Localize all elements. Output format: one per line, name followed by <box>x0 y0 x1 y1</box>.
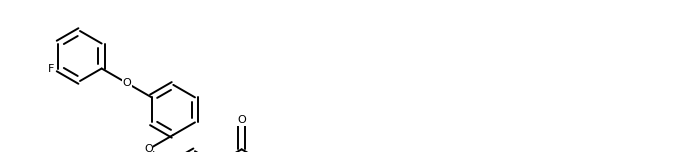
Text: F: F <box>48 64 54 74</box>
Text: O: O <box>144 144 153 152</box>
Text: O: O <box>122 78 131 88</box>
Text: O: O <box>237 115 246 125</box>
